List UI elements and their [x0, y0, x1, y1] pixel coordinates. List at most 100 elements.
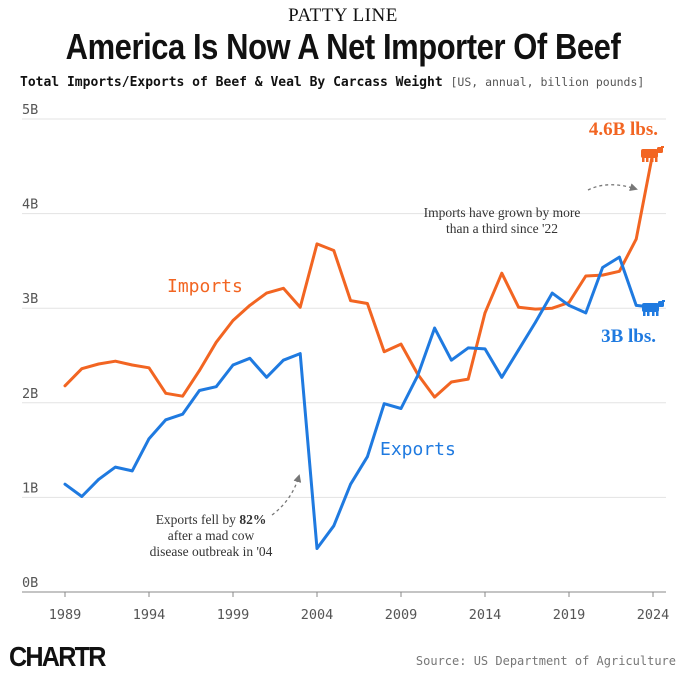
imports-point	[534, 307, 537, 311]
exports-point	[399, 407, 403, 410]
imports-point	[248, 304, 252, 307]
imports-point	[282, 287, 285, 290]
exports-line	[63, 255, 655, 550]
x-tick-label: 2014	[469, 607, 502, 623]
imports-point	[382, 350, 386, 354]
imports-point	[366, 302, 369, 305]
chart-title: America Is Now A Net Importer Of Beef	[65, 26, 621, 67]
imports-point	[433, 395, 436, 399]
series	[63, 150, 655, 550]
imports-annotation-line2: than a third since '22	[446, 221, 558, 236]
exports-point	[181, 412, 184, 416]
exports-point	[550, 291, 554, 295]
y-tick-label: 0B	[22, 575, 38, 591]
chart-kicker: PATTY LINE	[288, 5, 398, 26]
exports-point	[634, 304, 638, 307]
exports-annotation-line1: Exports fell by 82%	[156, 512, 267, 527]
exports-point	[483, 347, 487, 351]
imports-end-label: 4.6B lbs.	[589, 119, 658, 140]
imports-point	[483, 311, 487, 315]
imports-point	[214, 340, 218, 344]
exports-point	[534, 321, 537, 324]
exports-point	[366, 455, 369, 459]
imports-point	[349, 299, 352, 302]
exports-point	[164, 418, 168, 422]
imports-point	[332, 249, 336, 252]
exports-point	[567, 304, 571, 307]
imports-line	[63, 150, 655, 399]
exports-annotation-pre: Exports fell by	[156, 512, 240, 527]
imports-point	[618, 270, 621, 273]
exports-point	[130, 469, 134, 473]
exports-point	[198, 389, 201, 392]
exports-point	[416, 374, 420, 377]
source-note: Source: US Department of Agriculture	[415, 654, 676, 668]
exports-point	[433, 326, 436, 330]
imports-annotation-line1: Imports have grown by more	[424, 205, 581, 220]
y-tick-label: 2B	[22, 386, 38, 402]
exports-point	[315, 547, 319, 550]
exports-point	[500, 375, 504, 379]
imports-point	[164, 392, 168, 395]
imports-point	[517, 305, 520, 309]
exports-point	[618, 255, 621, 259]
x-tick-label: 2004	[301, 607, 334, 623]
exports-point	[265, 375, 268, 379]
exports-point	[584, 311, 588, 315]
imports-point	[114, 359, 117, 363]
chart-subtitle: Total Imports/Exports of Beef & Veal By …	[20, 75, 644, 90]
chartr-logo: CHARTR	[9, 641, 106, 672]
x-tick-label: 1994	[133, 607, 166, 623]
exports-point	[298, 352, 302, 355]
imports-point	[63, 384, 67, 388]
exports-point	[147, 437, 151, 441]
imports-point	[231, 319, 235, 322]
x-tick-label: 2009	[385, 607, 418, 623]
exports-point	[466, 346, 470, 350]
axes: 0B 1B 2B 3B 4B 5B 1989 1994 1999 2004 2009 2014 2019…	[22, 102, 669, 623]
imports-point	[450, 380, 453, 384]
imports-point	[634, 237, 638, 241]
exports-annotation-line2: after a mad cow	[168, 528, 255, 543]
imports-point	[198, 369, 201, 372]
x-tick-label: 1989	[49, 607, 82, 623]
y-tick-label: 5B	[22, 102, 38, 118]
imports-point	[550, 306, 554, 310]
x-tick-label: 2024	[637, 607, 670, 623]
cow-icon	[641, 146, 664, 162]
grid	[22, 118, 666, 593]
exports-point	[248, 357, 252, 360]
exports-point	[282, 358, 285, 362]
y-tick-label: 3B	[22, 291, 38, 307]
imports-point	[399, 342, 403, 346]
exports-annotation-bold: 82%	[239, 512, 266, 527]
y-tick-label: 1B	[22, 480, 38, 496]
exports-point	[382, 402, 386, 406]
exports-point	[114, 465, 117, 469]
imports-series-label: Imports	[167, 276, 243, 297]
imports-point	[147, 366, 151, 370]
exports-annotation-line3: disease outbreak in '04	[150, 544, 273, 559]
exports-point	[332, 524, 336, 528]
imports-point	[80, 367, 84, 371]
exports-point	[214, 385, 218, 389]
imports-point	[265, 291, 268, 295]
imports-point	[500, 271, 504, 275]
exports-point	[601, 266, 604, 269]
exports-series-label: Exports	[380, 439, 456, 460]
imports-point	[181, 394, 184, 398]
imports-point	[466, 377, 470, 381]
exports-point	[349, 482, 352, 486]
imports-point	[97, 362, 100, 366]
exports-point	[80, 495, 84, 498]
exports-end-label: 3B lbs.	[601, 326, 656, 347]
imports-point	[315, 242, 319, 246]
exports-point	[97, 478, 100, 481]
cow-icon	[642, 300, 665, 316]
exports-point	[517, 348, 520, 352]
imports-point	[130, 363, 134, 367]
imports-point	[584, 274, 588, 278]
exports-point	[450, 358, 453, 362]
imports-point	[601, 273, 604, 277]
